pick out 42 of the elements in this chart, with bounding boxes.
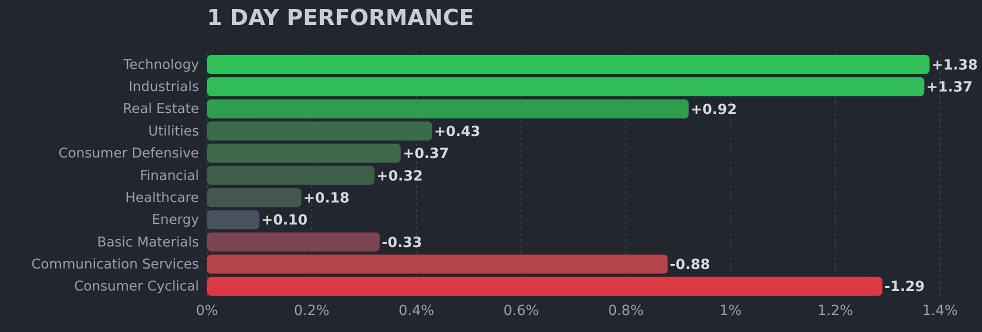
x-tick-label: 1%	[719, 302, 742, 319]
x-tick-label: 0.6%	[503, 302, 539, 319]
annotation: +0.10	[261, 212, 308, 229]
annotation: +0.43	[434, 124, 480, 140]
x-tick-label: 0.8%	[608, 302, 644, 319]
bar	[207, 254, 668, 274]
y-tick-label: Technology	[122, 56, 200, 73]
y-tick-label: Industrials	[128, 79, 199, 96]
y-tick-label: Consumer Cyclical	[74, 278, 199, 295]
y-tick-label: Basic Materials	[97, 234, 199, 250]
annotation: +0.92	[690, 102, 737, 118]
bar	[207, 77, 924, 96]
bar	[207, 166, 375, 185]
x-tick-label: 0.4%	[398, 302, 434, 319]
bar	[207, 188, 302, 208]
x-tick-label: 1.2%	[817, 302, 854, 319]
annotation: +0.37	[402, 146, 450, 162]
x-tick-label: 1.4%	[922, 302, 958, 319]
bar	[207, 210, 260, 230]
y-tick-label: Real Estate	[122, 101, 199, 118]
chart-title: 1 DAY PERFORMANCE	[207, 6, 474, 31]
annotation: -0.88	[670, 257, 710, 274]
y-tick-label: Utilities	[148, 123, 199, 140]
y-tick-label: Energy	[152, 212, 200, 228]
bar	[207, 276, 882, 296]
bar	[207, 55, 930, 74]
bar	[207, 122, 432, 141]
bar	[207, 99, 689, 118]
annotation: -1.29	[884, 279, 925, 296]
x-tick-label: 0%	[196, 302, 218, 319]
y-tick-label: Communication Services	[31, 256, 199, 273]
annotation: +1.38	[932, 57, 978, 74]
x-tick-label: 0.2%	[294, 302, 330, 319]
bar	[207, 144, 401, 163]
y-tick-label: Financial	[140, 168, 199, 184]
y-tick-label: Consumer Defensive	[58, 146, 199, 162]
annotation: +0.32	[376, 168, 423, 184]
annotation: -0.33	[382, 234, 422, 251]
annotation: +1.37	[926, 80, 973, 96]
bar	[207, 232, 380, 252]
annotation: +0.18	[303, 190, 350, 206]
y-tick-label: Healthcare	[125, 190, 199, 206]
